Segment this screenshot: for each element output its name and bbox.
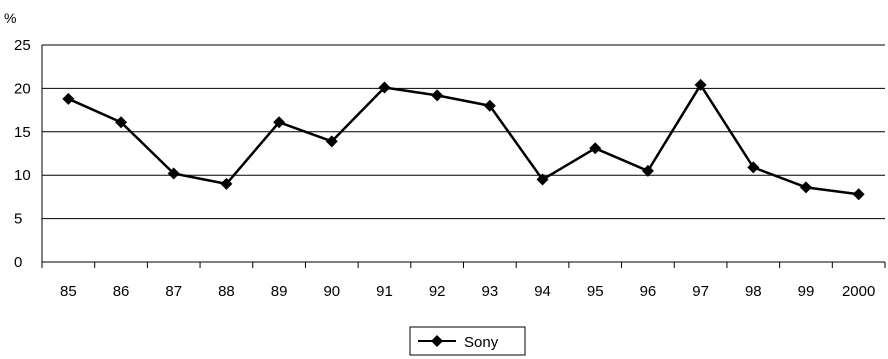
y-tick-label: 5 (14, 211, 22, 228)
gridlines (41, 44, 885, 263)
x-tick-label: 88 (218, 283, 235, 300)
y-unit-label: % (4, 10, 16, 26)
y-tick-label: 10 (14, 167, 31, 184)
x-tick-label: 97 (692, 283, 709, 300)
y-axis-ticks: 0 5 10 15 20 25 (14, 37, 31, 271)
data-point-marker (115, 116, 128, 129)
y-tick-label: 0 (14, 254, 22, 271)
x-tick-label: 98 (745, 283, 762, 300)
x-tick-label: 91 (376, 283, 393, 300)
x-tick-label: 85 (60, 283, 77, 300)
data-point-marker (378, 81, 391, 94)
data-point-marker (273, 116, 286, 129)
x-tick-label: 99 (798, 283, 815, 300)
data-point-marker (799, 181, 812, 194)
x-axis: 85 86 87 88 89 90 91 92 93 94 95 96 97 98 99 2000 (41, 262, 886, 300)
x-tick-label: 86 (113, 283, 130, 300)
x-tick-label: 90 (323, 283, 340, 300)
x-tick-label: 2000 (842, 283, 875, 300)
data-point-marker (431, 89, 444, 102)
x-tick-label: 89 (271, 283, 288, 300)
data-point-marker (167, 167, 180, 180)
y-tick-label: 25 (14, 37, 31, 54)
data-point-marker (852, 188, 865, 201)
series-line (67, 83, 859, 196)
y-tick-label: 20 (14, 80, 31, 97)
x-tick-label: 93 (482, 283, 499, 300)
series-sony (62, 78, 865, 201)
x-tick-label: 94 (534, 283, 551, 300)
data-point-marker (220, 177, 233, 190)
data-point-marker (589, 142, 602, 155)
y-tick-label: 15 (14, 124, 31, 141)
legend-marker-diamond (431, 335, 443, 347)
data-point-marker (747, 161, 760, 174)
legend-label-sony: Sony (464, 334, 499, 351)
legend: Sony (409, 326, 526, 356)
data-point-marker (325, 135, 338, 148)
x-tick-label: 92 (429, 283, 446, 300)
data-point-marker (483, 99, 496, 112)
data-point-marker (62, 92, 75, 105)
x-tick-label: 95 (587, 283, 604, 300)
data-point-marker (694, 78, 707, 91)
data-point-marker (536, 173, 549, 186)
data-point-marker (641, 164, 654, 177)
x-tick-label: 96 (640, 283, 657, 300)
x-tick-label: 87 (165, 283, 182, 300)
